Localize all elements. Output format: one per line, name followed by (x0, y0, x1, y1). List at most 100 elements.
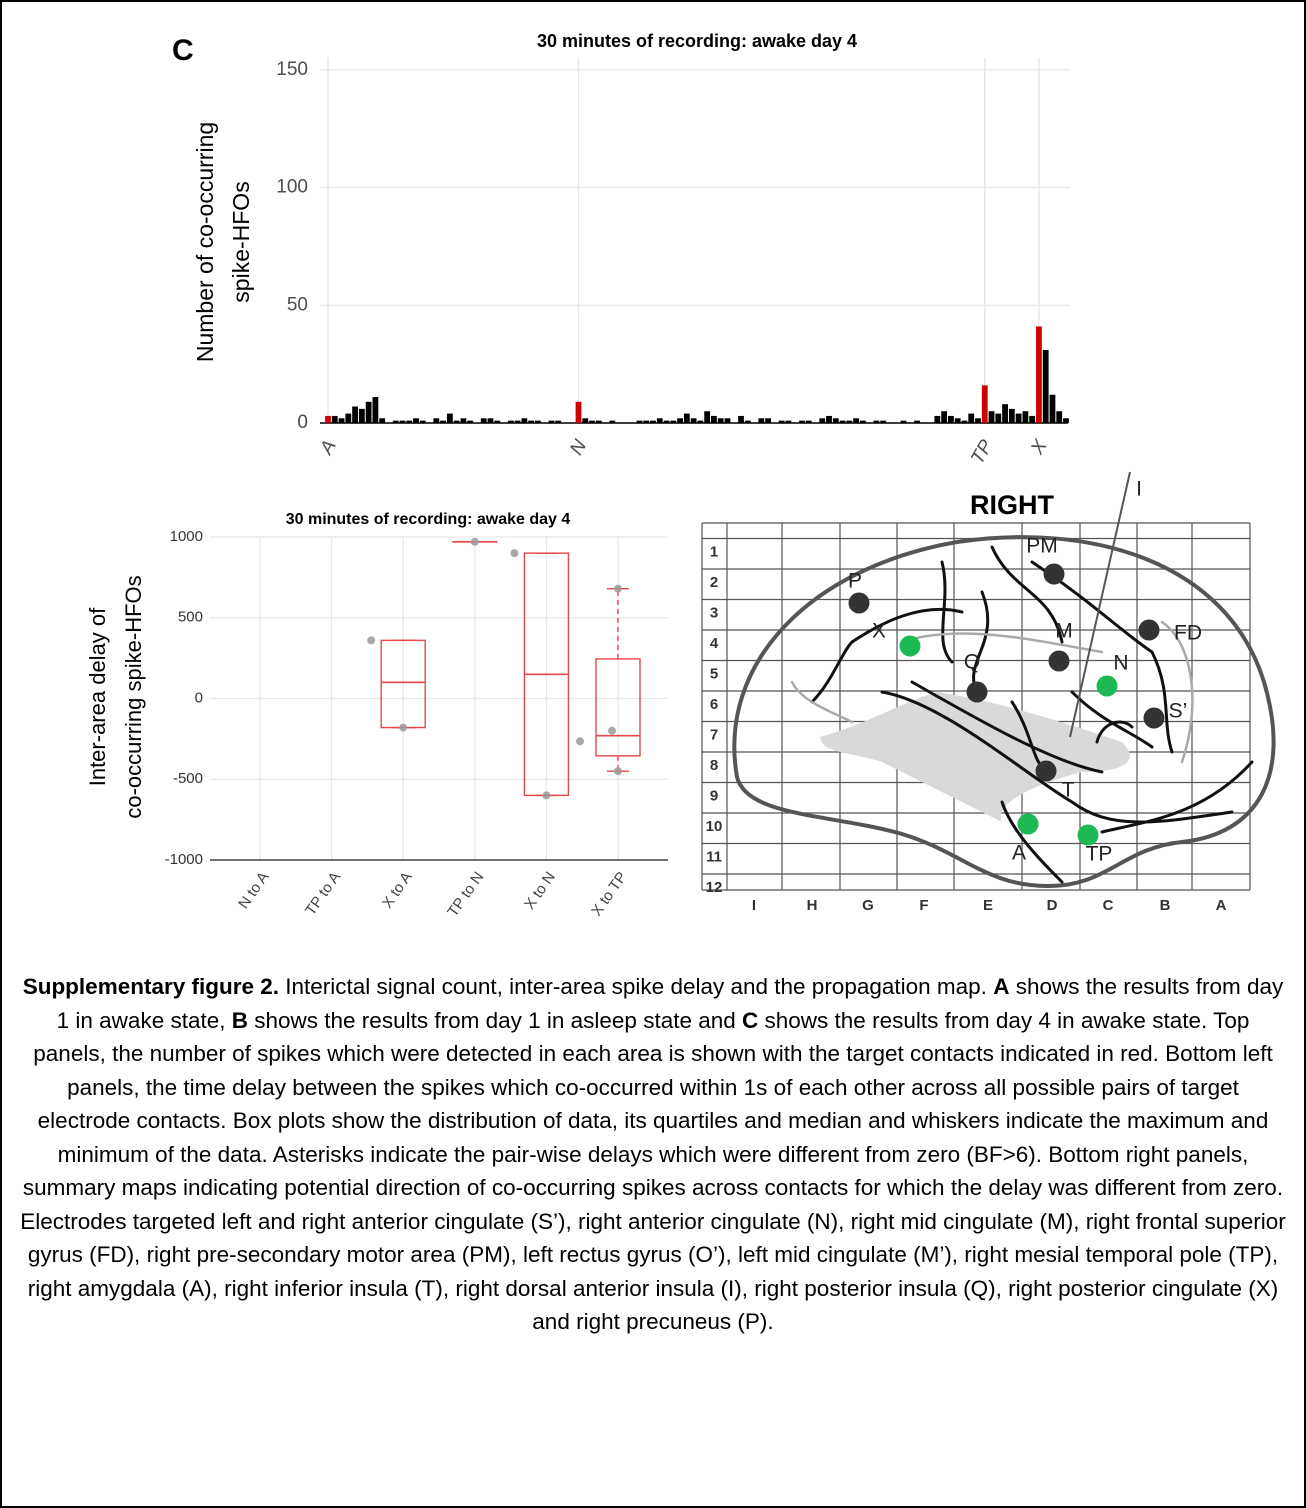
y-tick-label: 0 (297, 412, 308, 433)
bar (467, 420, 474, 423)
y-tick-label: 50 (287, 294, 308, 315)
panel-label: C (172, 34, 194, 67)
bar (914, 420, 920, 423)
bar (406, 420, 413, 423)
bar (995, 413, 1002, 423)
bar (528, 420, 535, 423)
caption-bold: B (231, 1007, 248, 1033)
bar (372, 397, 379, 423)
y-axis-label: Inter-area delay of (85, 607, 110, 786)
map-column-label: H (807, 897, 818, 914)
bar (589, 420, 595, 423)
x-tick-label: X (1027, 435, 1053, 458)
y-axis-label: Number of co-occurring (192, 122, 218, 362)
electrode (1043, 563, 1065, 585)
bar (1002, 404, 1008, 423)
bar (738, 415, 744, 423)
bar (548, 420, 555, 423)
electrode-label: PM (1026, 535, 1058, 558)
bar (379, 418, 386, 423)
electrode-label: FD (1174, 622, 1202, 645)
bar (521, 418, 528, 423)
bar (1063, 418, 1069, 423)
data-point (608, 726, 616, 735)
bar (947, 415, 954, 423)
map-row-label: 4 (710, 635, 719, 652)
bar (663, 420, 670, 423)
map-row-label: 2 (710, 574, 718, 591)
y-axis-label: co-occurring spike-HFOs (121, 575, 146, 818)
electrode-label: M (1055, 620, 1073, 643)
bar (961, 420, 968, 423)
box (595, 658, 641, 757)
map-row-label: 5 (710, 665, 718, 682)
bar (1036, 326, 1042, 423)
bar (1022, 411, 1029, 423)
chart-title: 30 minutes of recording: awake day 4 (286, 511, 571, 528)
bar (338, 418, 345, 423)
electrode (1035, 760, 1057, 782)
map-column-label: I (752, 897, 756, 914)
bar (826, 415, 832, 423)
bar (365, 401, 372, 423)
map-column-label: E (983, 897, 993, 914)
bar (778, 420, 785, 423)
bar (446, 413, 453, 423)
electrode (899, 635, 921, 657)
caption-text: shows the results from day 1 in asleep s… (248, 1007, 743, 1033)
bar (419, 420, 426, 423)
x-tick-label: A (316, 437, 341, 459)
bar (846, 420, 853, 423)
map-row-label: 1 (710, 543, 718, 560)
bar (724, 418, 731, 423)
bar (799, 420, 805, 423)
map-row-label: 7 (710, 726, 718, 743)
bar (880, 420, 887, 423)
bar (697, 420, 704, 423)
bar (331, 415, 338, 423)
y-tick-label: 150 (276, 59, 308, 80)
y-tick-label: 0 (195, 689, 203, 706)
sulci (810, 545, 1254, 884)
map-column-label: G (862, 897, 874, 914)
bar (785, 420, 792, 423)
x-tick-label: N to A (235, 869, 272, 912)
y-tick-label: 100 (276, 177, 308, 198)
bar (954, 418, 961, 423)
bar (575, 401, 582, 423)
insula-pointer (1069, 471, 1131, 738)
map-column-label: B (1160, 897, 1171, 914)
bar (873, 420, 880, 423)
map-grid (701, 522, 1251, 891)
bar (358, 408, 365, 423)
bar (514, 420, 521, 423)
bar (352, 406, 358, 423)
caption-bold: C (742, 1007, 759, 1033)
bar (650, 420, 656, 423)
y-tick-label: -500 (173, 770, 203, 787)
chart-title: 30 minutes of recording: awake day 4 (537, 31, 857, 51)
bar (853, 418, 860, 423)
map-row-label: 10 (706, 818, 723, 835)
map-row-label: 3 (710, 604, 718, 621)
bar (968, 413, 975, 423)
map-row-label: 6 (710, 696, 718, 713)
x-tick-label: X to N (521, 869, 559, 913)
bar (744, 420, 751, 423)
bar (690, 418, 697, 423)
map-column-label: D (1047, 897, 1058, 914)
y-tick-label: -1000 (165, 851, 203, 868)
bar (934, 415, 941, 423)
bar (859, 420, 866, 423)
y-tick-label: 500 (178, 609, 203, 626)
caption-bold: Supplementary figure 2. (22, 974, 279, 999)
brain-map (732, 535, 1276, 889)
data-point (576, 737, 584, 746)
bar (440, 420, 447, 423)
bar (683, 413, 690, 423)
bar (609, 420, 616, 423)
bar (325, 415, 331, 423)
bar (1008, 408, 1015, 423)
